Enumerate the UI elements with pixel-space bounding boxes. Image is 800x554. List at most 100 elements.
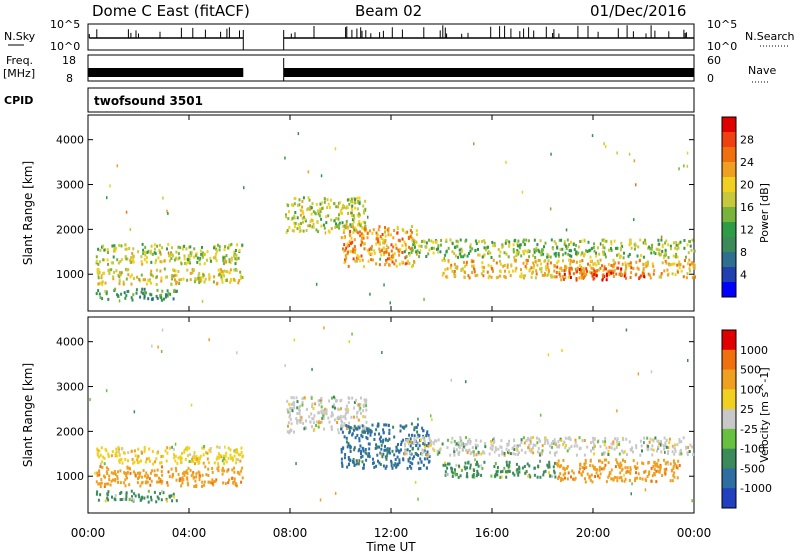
echo-cell [582, 470, 585, 474]
echo-cell [362, 220, 365, 224]
echo-cell [603, 267, 606, 271]
echo-cell [545, 268, 548, 272]
echo-cell [356, 223, 359, 227]
echo-cell [155, 268, 158, 272]
echo-cell [150, 495, 152, 499]
echo-cell [408, 440, 411, 444]
echo-cell [404, 262, 407, 266]
echo-cell [537, 447, 540, 450]
colorbar-swatch [722, 207, 736, 223]
echo-cell [346, 198, 349, 202]
echo-cell [549, 261, 552, 265]
echo-cell [419, 467, 422, 470]
echo-cell [356, 415, 358, 419]
echo-cell [553, 438, 556, 442]
nsky-spikes [88, 25, 687, 38]
echo-cell [97, 276, 100, 280]
echo-cell [223, 262, 225, 266]
echo-cell [119, 469, 122, 473]
echo-cell [640, 254, 643, 257]
echo-cell [672, 254, 675, 258]
echo-cell [623, 479, 626, 483]
echo-cell [585, 249, 588, 253]
echo-cell [333, 219, 336, 223]
echo-cell [467, 461, 470, 465]
echo-cell [413, 426, 416, 430]
echo-cell [465, 263, 468, 267]
echo-cell [342, 415, 345, 419]
echo-point [664, 450, 666, 454]
echo-cell [454, 266, 457, 270]
echo-cell [116, 475, 119, 479]
echo-cell [395, 464, 398, 468]
echo-cell [413, 245, 416, 249]
colorbar-tick-label: -100 [740, 443, 765, 456]
echo-cell [370, 430, 373, 434]
echo-point [505, 160, 507, 164]
echo-cell [461, 267, 464, 271]
echo-cell [655, 469, 658, 473]
echo-cell [459, 238, 462, 242]
echo-cell [154, 261, 157, 265]
echo-cell [478, 253, 481, 257]
echo-cell [97, 268, 100, 272]
echo-cell [339, 211, 342, 215]
echo-cell [353, 238, 356, 242]
echo-cell [394, 462, 397, 466]
echo-cell [494, 446, 497, 450]
echo-cell [601, 440, 604, 444]
echo-cell [658, 465, 661, 469]
echo-point [574, 267, 577, 271]
echo-cell [435, 240, 438, 244]
echo-point [389, 301, 391, 305]
echo-cell [501, 452, 504, 456]
echo-cell [287, 424, 289, 428]
echo-cell [684, 259, 686, 262]
echo-cell [152, 274, 154, 278]
echo-cell [404, 231, 407, 235]
echo-cell [111, 244, 114, 248]
echo-cell [293, 202, 296, 206]
echo-cell [177, 252, 180, 256]
echo-cell [369, 246, 372, 250]
echo-cell [411, 239, 414, 243]
echo-cell [582, 266, 585, 270]
echo-cell [149, 251, 152, 255]
echo-cell [580, 239, 583, 243]
echo-cell [582, 276, 585, 280]
echo-cell [647, 272, 650, 276]
echo-cell [141, 480, 144, 484]
echo-cell [227, 456, 230, 460]
echo-cell [356, 200, 359, 204]
echo-cell [553, 240, 556, 244]
echo-cell [672, 464, 675, 468]
echo-cell [119, 259, 122, 263]
echo-cell [625, 437, 628, 441]
echo-cell [591, 464, 594, 468]
velocity-echoes [89, 326, 695, 504]
echo-cell [375, 237, 378, 241]
echo-cell [667, 256, 670, 259]
echo-cell [330, 218, 333, 222]
echo-cell [384, 466, 387, 470]
echo-cell [388, 451, 391, 455]
echo-cell [293, 406, 296, 410]
echo-point [604, 145, 607, 149]
echo-cell [369, 433, 372, 437]
echo-cell [425, 241, 428, 245]
echo-cell [415, 444, 418, 447]
echo-cell [362, 449, 365, 453]
echo-cell [618, 256, 621, 259]
echo-cell [230, 256, 233, 260]
echo-cell [120, 244, 123, 248]
echo-cell [592, 440, 595, 444]
echo-cell [535, 249, 538, 253]
echo-cell [558, 238, 561, 242]
echo-cell [219, 454, 222, 457]
echo-cell [357, 403, 360, 407]
echo-cell [140, 459, 142, 463]
echo-cell [201, 480, 204, 484]
echo-cell [471, 475, 474, 479]
echo-cell [211, 470, 214, 474]
echo-cell [191, 457, 194, 461]
